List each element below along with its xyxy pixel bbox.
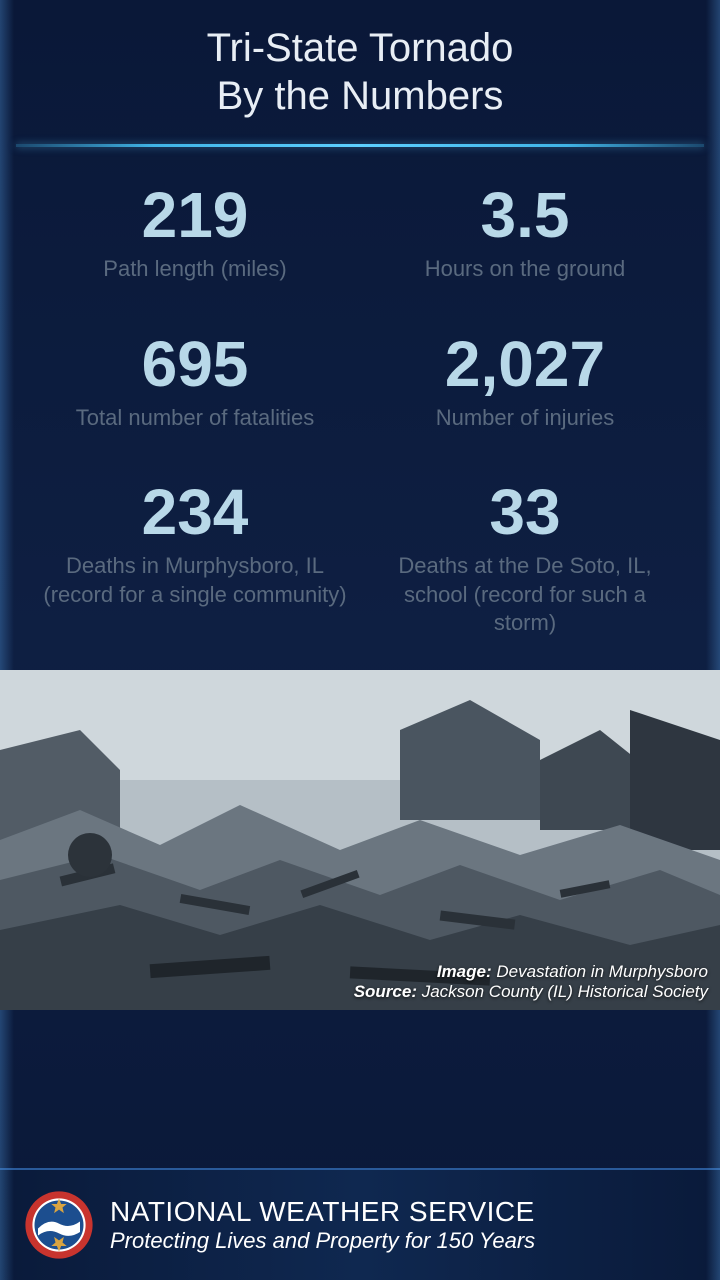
caption-source-text: Jackson County (IL) Historical Society [417,982,708,1001]
stat-item: 695 Total number of fatalities [40,332,350,433]
stat-value: 234 [40,480,350,544]
stat-value: 33 [370,480,680,544]
footer-subtitle: Protecting Lives and Property for 150 Ye… [110,1228,696,1254]
stat-label: Number of injuries [370,404,680,433]
footer-text: NATIONAL WEATHER SERVICE Protecting Live… [110,1196,696,1254]
stats-grid: 219 Path length (miles) 3.5 Hours on the… [0,147,720,658]
stat-label: Total number of fatalities [40,404,350,433]
stat-item: 2,027 Number of injuries [370,332,680,433]
photo-section: Image: Devastation in Murphysboro Source… [0,670,720,1010]
stat-value: 219 [40,183,350,247]
devastation-photo [0,670,720,1010]
stat-label: Deaths at the De Soto, IL, school (recor… [370,552,680,638]
stat-item: 3.5 Hours on the ground [370,183,680,284]
stat-label: Path length (miles) [40,255,350,284]
footer-title: NATIONAL WEATHER SERVICE [110,1196,696,1228]
photo-caption: Image: Devastation in Murphysboro Source… [354,962,708,1002]
stat-value: 695 [40,332,350,396]
stat-label: Deaths in Murphysboro, IL (record for a … [40,552,350,609]
caption-image-label: Image: [437,962,492,981]
stat-value: 3.5 [370,183,680,247]
header: Tri-State Tornado By the Numbers [0,0,720,136]
title-line-2: By the Numbers [20,72,700,120]
stat-value: 2,027 [370,332,680,396]
stat-item: 33 Deaths at the De Soto, IL, school (re… [370,480,680,638]
stat-item: 234 Deaths in Murphysboro, IL (record fo… [40,480,350,638]
nws-logo-icon [24,1190,94,1260]
stat-label: Hours on the ground [370,255,680,284]
caption-image-text: Devastation in Murphysboro [492,962,708,981]
infographic-container: Tri-State Tornado By the Numbers 219 Pat… [0,0,720,1280]
caption-source-label: Source: [354,982,417,1001]
stat-item: 219 Path length (miles) [40,183,350,284]
footer: NATIONAL WEATHER SERVICE Protecting Live… [0,1168,720,1280]
title-line-1: Tri-State Tornado [20,24,700,72]
